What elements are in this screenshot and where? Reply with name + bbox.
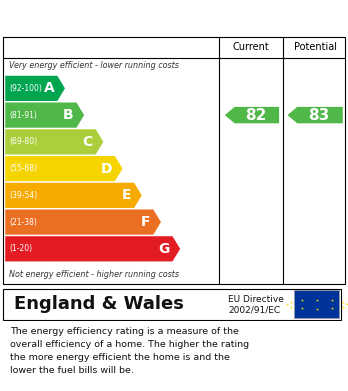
Text: D: D bbox=[101, 161, 112, 176]
Text: (39-54): (39-54) bbox=[9, 191, 38, 200]
Text: (81-91): (81-91) bbox=[9, 111, 37, 120]
Text: G: G bbox=[158, 242, 170, 256]
Text: 82: 82 bbox=[245, 108, 266, 123]
Text: England & Wales: England & Wales bbox=[14, 295, 184, 313]
Text: The energy efficiency rating is a measure of the
overall efficiency of a home. T: The energy efficiency rating is a measur… bbox=[10, 327, 250, 375]
Text: (55-68): (55-68) bbox=[9, 164, 38, 173]
Polygon shape bbox=[5, 156, 122, 181]
Polygon shape bbox=[5, 102, 84, 128]
Text: B: B bbox=[63, 108, 74, 122]
Text: C: C bbox=[83, 135, 93, 149]
Polygon shape bbox=[5, 236, 180, 262]
Text: Very energy efficient - lower running costs: Very energy efficient - lower running co… bbox=[9, 61, 179, 70]
Text: F: F bbox=[141, 215, 150, 229]
Text: Not energy efficient - higher running costs: Not energy efficient - higher running co… bbox=[9, 270, 179, 279]
Text: 2002/91/EC: 2002/91/EC bbox=[228, 305, 280, 314]
Bar bbox=[294, 291, 339, 318]
Text: 83: 83 bbox=[308, 108, 329, 123]
Text: A: A bbox=[44, 81, 55, 95]
Text: (1-20): (1-20) bbox=[9, 244, 32, 253]
Text: Potential: Potential bbox=[294, 42, 337, 52]
Text: Current: Current bbox=[232, 42, 269, 52]
Text: Energy Efficiency Rating: Energy Efficiency Rating bbox=[10, 10, 232, 25]
Text: E: E bbox=[122, 188, 131, 203]
Polygon shape bbox=[5, 129, 103, 154]
Polygon shape bbox=[5, 183, 142, 208]
Polygon shape bbox=[5, 210, 161, 235]
Polygon shape bbox=[287, 107, 343, 123]
Text: (92-100): (92-100) bbox=[9, 84, 42, 93]
Text: (21-38): (21-38) bbox=[9, 217, 37, 227]
Polygon shape bbox=[225, 107, 279, 123]
Polygon shape bbox=[5, 76, 65, 101]
Text: EU Directive: EU Directive bbox=[228, 295, 284, 304]
Text: (69-80): (69-80) bbox=[9, 137, 38, 146]
